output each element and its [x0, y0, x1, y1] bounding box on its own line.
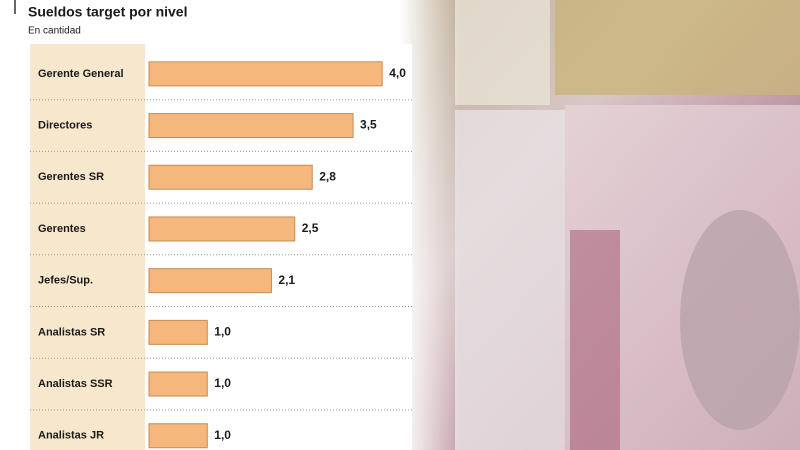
value-label: 3,5 [360, 118, 377, 132]
category-label: Gerentes SR [38, 171, 104, 183]
bar [148, 216, 296, 242]
bar [148, 319, 208, 345]
category-label: Gerentes [38, 223, 86, 235]
chart-title: Sueldos target por nivel [28, 4, 187, 20]
label-column [30, 44, 145, 450]
bar [148, 423, 208, 449]
value-label: 1,0 [214, 376, 231, 390]
category-label: Gerente General [38, 68, 124, 80]
bar [148, 113, 354, 139]
bar [148, 268, 272, 294]
category-label: Jefes/Sup. [38, 275, 93, 287]
value-label: 2,1 [278, 273, 295, 287]
value-label: 2,8 [319, 169, 336, 183]
category-label: Directores [38, 119, 92, 131]
bar [148, 164, 313, 190]
category-label: Analistas SSR [38, 378, 113, 390]
value-label: 2,5 [302, 221, 319, 235]
value-label: 4,0 [389, 66, 406, 80]
value-label: 1,0 [214, 325, 231, 339]
value-label: 1,0 [214, 428, 231, 442]
category-label: Analistas SR [38, 326, 105, 338]
background-photo [400, 0, 800, 450]
bar [148, 371, 208, 397]
chart-subtitle: En cantidad [28, 26, 81, 37]
category-label: Analistas JR [38, 430, 104, 442]
bar [148, 61, 383, 87]
